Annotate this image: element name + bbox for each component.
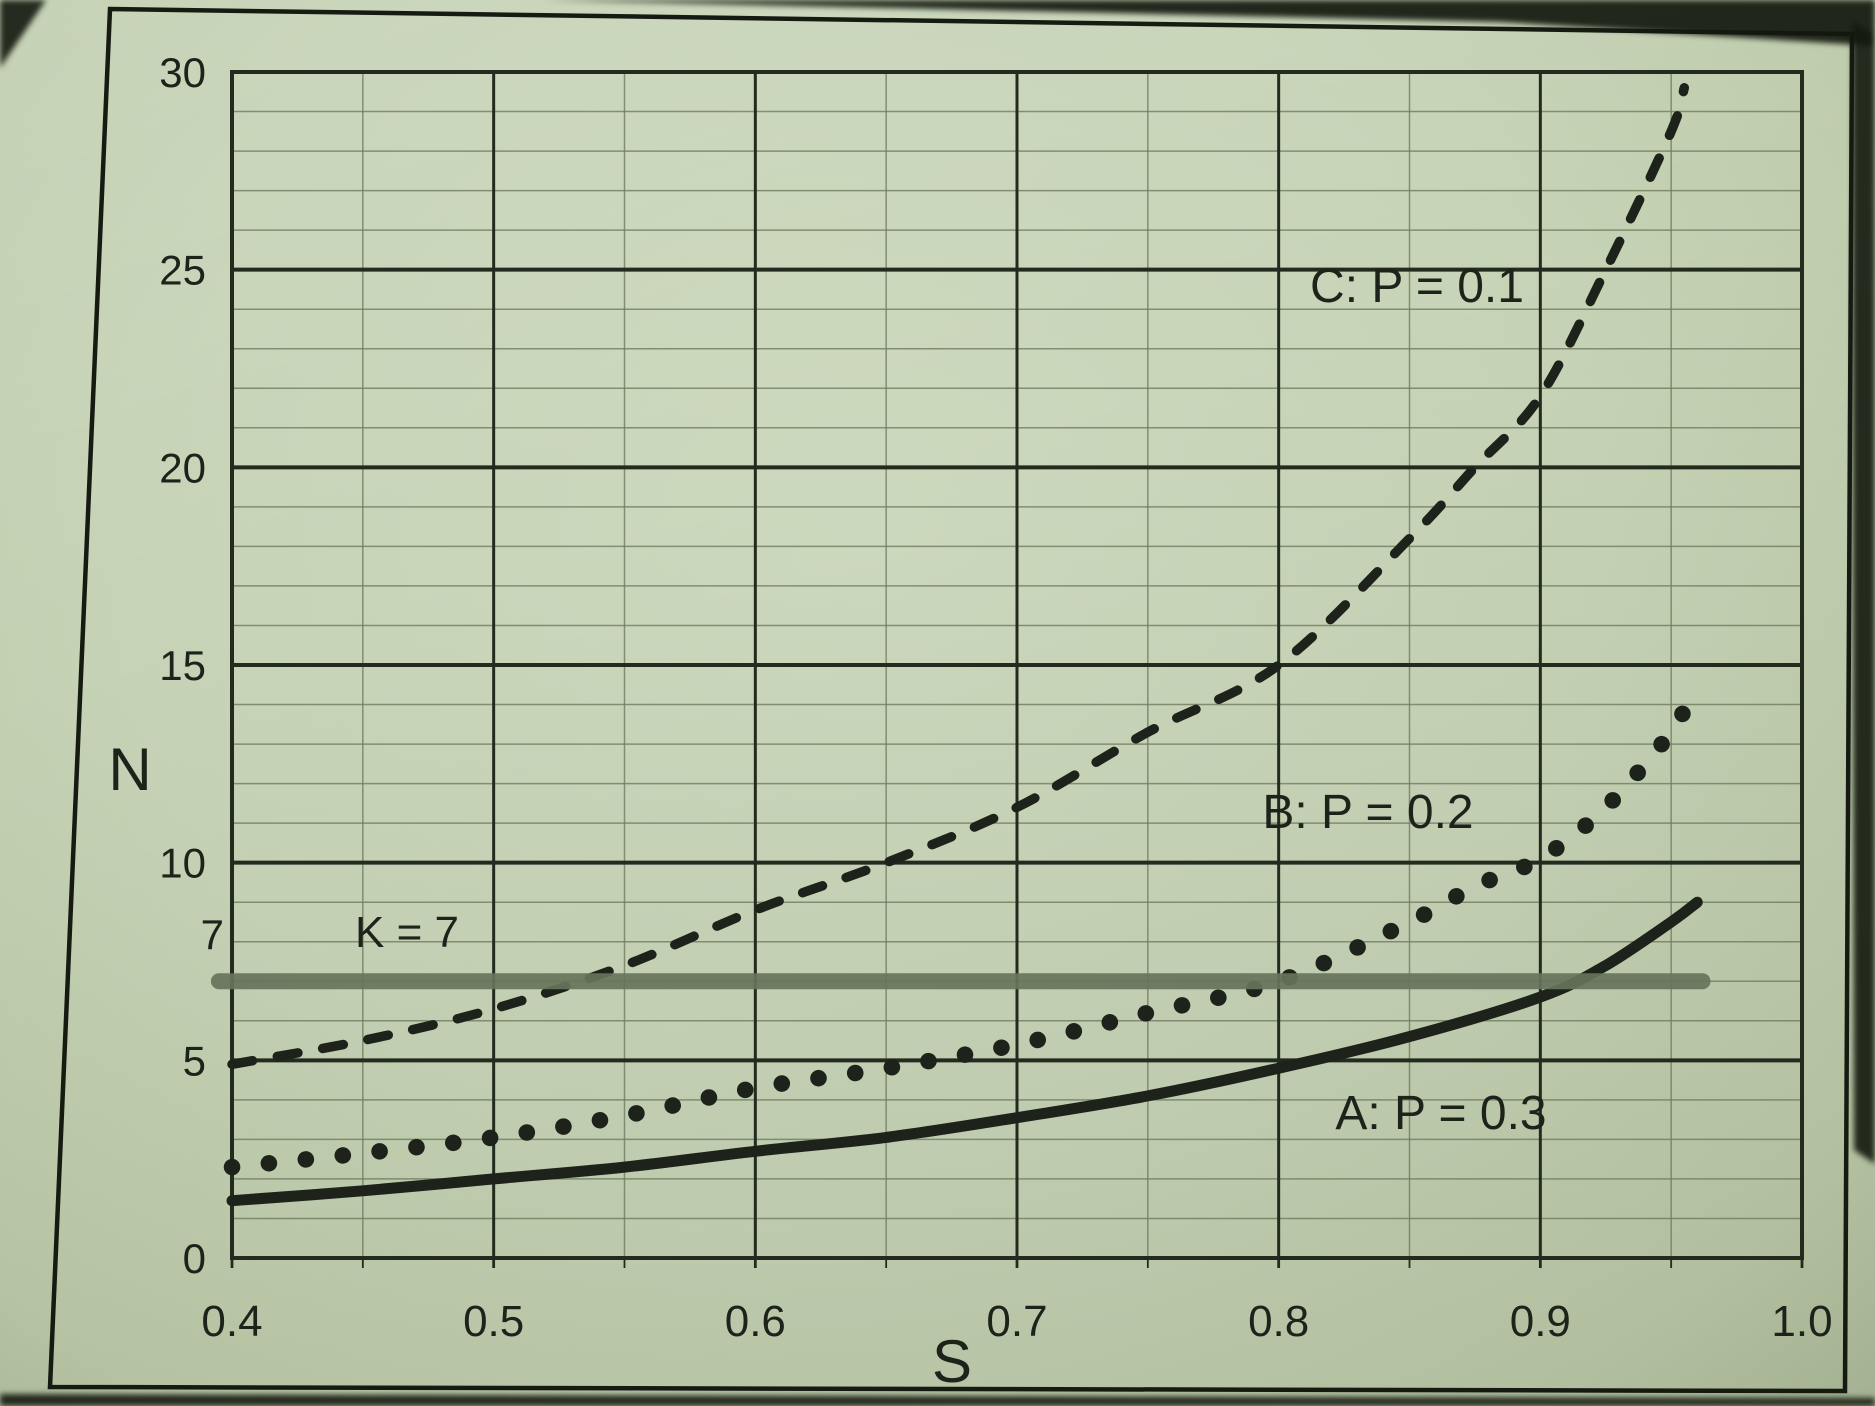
y-tick-label: 30 <box>159 49 206 96</box>
tick-layer: 0.4 0.5 0.6 0.7 0.8 0.9 1.0 0 5 10 15 20 25 30 7 <box>159 49 1832 1346</box>
y-tick-label: 20 <box>159 444 206 491</box>
y-axis-title: N <box>108 736 151 803</box>
x-tick-label: 1.0 <box>1771 1297 1832 1346</box>
y-tick-label: 15 <box>159 642 206 689</box>
x-tick-label: 0.7 <box>986 1297 1047 1346</box>
data-layer <box>210 83 1711 1207</box>
x-axis-title: S <box>932 1328 972 1395</box>
k-line-label: K = 7 <box>355 908 459 957</box>
y-tick-label-7: 7 <box>201 911 224 958</box>
curve-c-dashed <box>227 83 1690 1070</box>
x-tick-label: 0.8 <box>1248 1297 1309 1346</box>
curve-b-dotted <box>223 700 1693 1176</box>
y-tick-label: 10 <box>159 840 206 887</box>
y-tick-label: 25 <box>159 247 206 294</box>
x-tick-label: 0.4 <box>201 1297 262 1346</box>
chart-frame <box>47 6 1855 1394</box>
x-tick-label: 0.6 <box>725 1297 786 1346</box>
x-tick-label: 0.5 <box>463 1297 524 1346</box>
y-tick-label: 0 <box>183 1235 206 1282</box>
curve-a-label: A: P = 0.3 <box>1335 1087 1546 1140</box>
grid-layer <box>230 70 1804 1260</box>
y-tick-label: 5 <box>183 1037 206 1084</box>
curve-c-label: C: P = 0.1 <box>1310 260 1524 313</box>
x-tick-label: 0.9 <box>1510 1297 1571 1346</box>
curve-b-label: B: P = 0.2 <box>1262 786 1473 839</box>
